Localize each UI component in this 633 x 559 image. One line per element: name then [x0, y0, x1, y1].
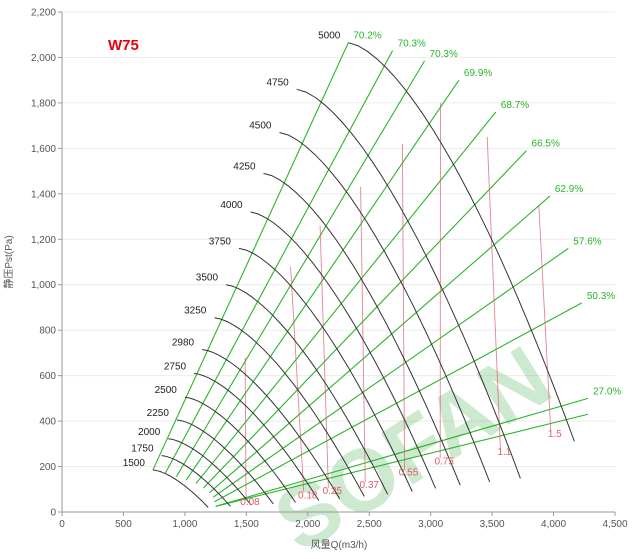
rpm-label: 2750: [164, 361, 187, 372]
power-line: [319, 225, 329, 488]
y-axis-title: 静压Pst(Pa): [2, 235, 15, 288]
speed-curve: [296, 88, 521, 479]
speed-curve: [225, 284, 389, 495]
speed-curve: [161, 455, 231, 507]
power-label: 0.08: [240, 497, 260, 508]
x-tick-label: 500: [115, 519, 132, 530]
y-tick-label: 800: [39, 326, 56, 337]
power-line: [486, 136, 501, 450]
efficiency-line: [212, 247, 569, 498]
efficiency-label: 57.6%: [573, 236, 601, 247]
x-tick-label: 2,000: [295, 519, 320, 530]
rpm-label: 3750: [209, 236, 232, 247]
power-line: [290, 266, 305, 493]
y-tick-label: 1,400: [31, 189, 56, 200]
efficiency-label: 50.3%: [587, 291, 615, 302]
power-label: 0.75: [434, 456, 454, 467]
speed-curve: [263, 172, 461, 486]
y-tick-label: 1,600: [31, 144, 56, 155]
efficiency-label: 69.9%: [464, 68, 492, 79]
envelope-line: [215, 413, 589, 507]
rpm-label: 2980: [172, 338, 195, 349]
x-tick-label: 4,500: [602, 519, 627, 530]
efficiency-label: 70.3%: [430, 49, 458, 60]
rpm-label: 1750: [131, 444, 154, 455]
x-tick-label: 0: [59, 519, 65, 530]
efficiency-line: [215, 397, 589, 507]
y-tick-label: 2,200: [31, 8, 56, 19]
x-tick-label: 4,000: [541, 519, 566, 530]
speed-curve: [238, 247, 413, 492]
power-label: 1.5: [548, 429, 562, 440]
rpm-label: 4250: [233, 161, 256, 172]
x-tick-label: 1,000: [172, 519, 197, 530]
efficiency-label: 66.5%: [532, 139, 560, 150]
rpm-label: 4000: [220, 200, 243, 211]
power-line: [538, 205, 552, 432]
rpm-label: 2000: [138, 427, 161, 438]
speed-curve: [214, 317, 365, 497]
speed-curve: [176, 419, 274, 505]
y-tick-label: 400: [39, 417, 56, 428]
speed-curve: [348, 42, 575, 442]
y-tick-label: 2,000: [31, 53, 56, 64]
power-line: [244, 357, 247, 500]
speed-curve: [279, 132, 491, 483]
y-tick-label: 0: [50, 508, 56, 519]
efficiency-label: 70.2%: [353, 31, 381, 42]
power-label: 0.18: [298, 490, 318, 501]
y-tick-label: 600: [39, 371, 56, 382]
rpm-label: 1500: [123, 458, 146, 469]
efficiency-label: 70.3%: [398, 39, 426, 50]
speed-curve: [202, 349, 341, 500]
power-label: 1.1: [497, 447, 511, 458]
rpm-label: 2500: [155, 385, 178, 396]
power-label: 0.25: [323, 486, 343, 497]
x-tick-label: 3,500: [480, 519, 505, 530]
power-label: 0.37: [359, 480, 379, 491]
efficiency-line: [175, 60, 425, 478]
x-tick-label: 2,500: [357, 519, 382, 530]
speed-curve: [250, 211, 437, 489]
efficiency-line: [202, 150, 527, 489]
y-tick-label: 1,200: [31, 235, 56, 246]
efficiency-label: 62.9%: [555, 184, 583, 195]
speed-curve: [184, 396, 296, 503]
rpm-label: 4500: [249, 120, 272, 131]
rpm-label: 2250: [147, 408, 170, 419]
axes: 0 200 400 600 800 1,000 1,200 1,400 1,600 1,800 2,…: [31, 8, 628, 531]
x-axis-title: 风量Q(m3/h): [311, 539, 368, 551]
rpm-label: 3250: [184, 306, 207, 317]
x-tick-label: 3,000: [418, 519, 443, 530]
power-line: [401, 143, 405, 470]
speed-curve: [194, 372, 320, 501]
efficiency-label: 27.0%: [593, 386, 621, 397]
efficiency-line: [185, 79, 460, 481]
efficiency-line: [152, 42, 349, 471]
power-label: 0.55: [399, 468, 419, 479]
efficiency-lines: [152, 42, 589, 507]
efficiency-label: 68.7%: [501, 100, 529, 111]
chart-title: W75: [108, 37, 139, 54]
speed-curve: [168, 438, 252, 506]
efficiency-line: [164, 50, 394, 474]
power-lines: [244, 102, 552, 500]
speed-curves: [152, 42, 575, 508]
grid: [62, 11, 615, 468]
speed-curve: [152, 469, 209, 508]
labels: 70.2% 70.3% 70.3% 69.9% 68.7% 66.5% 62.9% 57.6%…: [123, 31, 622, 509]
efficiency-line: [209, 195, 551, 494]
power-line: [360, 186, 366, 483]
y-tick-label: 200: [39, 462, 56, 473]
rpm-label: 4750: [266, 77, 289, 88]
rpm-label: 3500: [196, 273, 219, 284]
rpm-label: 5000: [318, 31, 341, 42]
efficiency-line: [214, 302, 583, 503]
y-tick-label: 1,800: [31, 98, 56, 109]
x-tick-label: 1,500: [234, 519, 259, 530]
y-tick-label: 1,000: [31, 280, 56, 291]
